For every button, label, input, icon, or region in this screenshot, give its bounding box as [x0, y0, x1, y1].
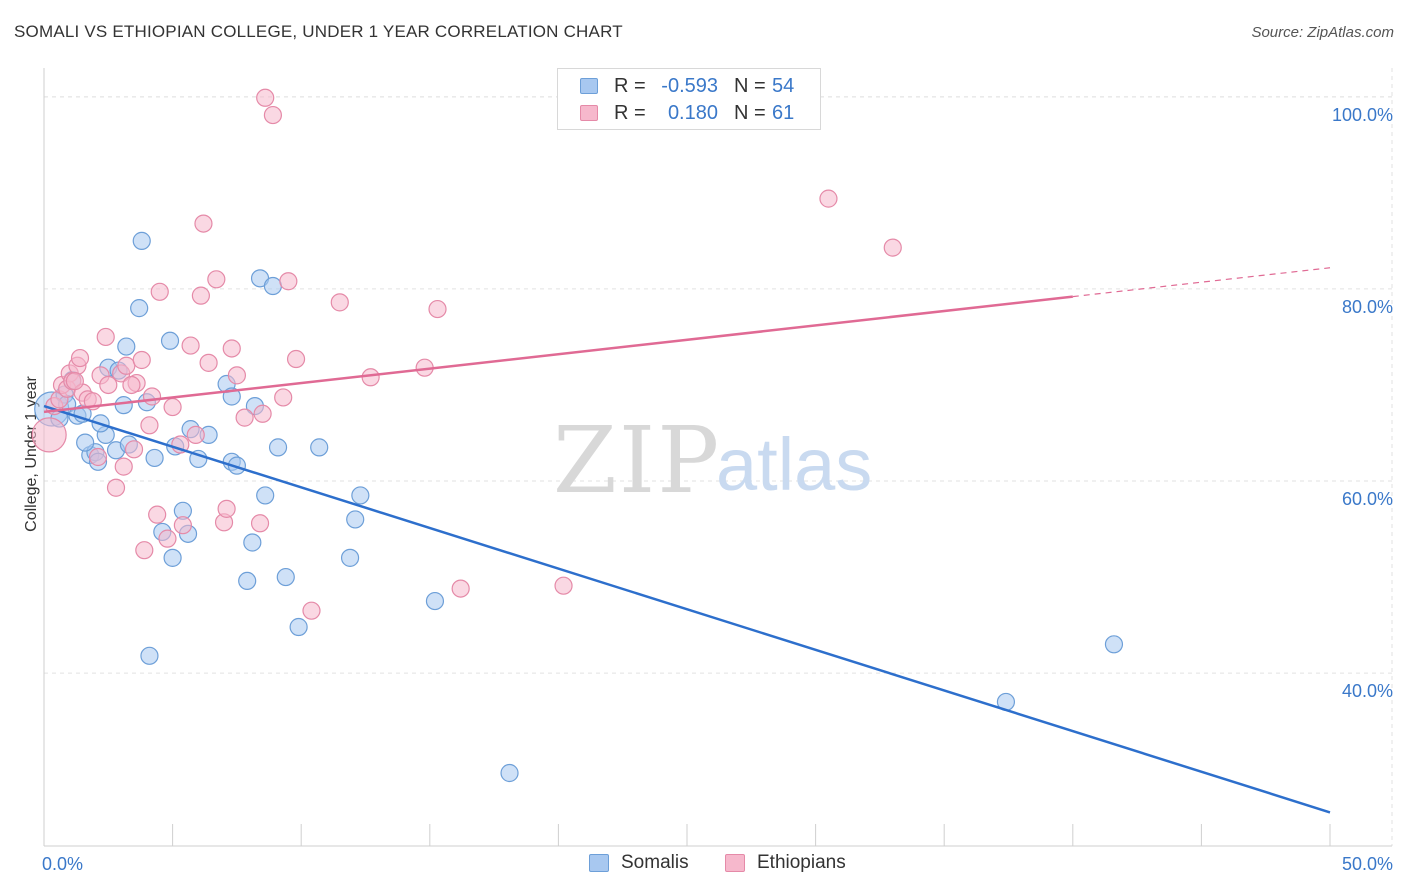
chart-title: SOMALI VS ETHIOPIAN COLLEGE, UNDER 1 YEA… — [14, 22, 623, 41]
ethiopians-trend-line — [43, 295, 1073, 414]
ethiopians-point — [302, 601, 321, 620]
y-tick-label: 40.0% — [1342, 681, 1393, 701]
ethiopians-point — [222, 339, 241, 358]
ethiopians-point — [554, 576, 573, 595]
somalis-point — [263, 276, 283, 296]
ethiopians-point — [158, 529, 177, 548]
watermark-zip: ZIP — [553, 407, 721, 514]
watermark-atlas: atlas — [716, 423, 872, 506]
ethiopians-point — [70, 348, 90, 368]
ethiopians-point — [217, 499, 236, 518]
somalis-point — [1104, 635, 1124, 654]
somalis-swatch — [580, 78, 598, 94]
ethiopians-point — [181, 336, 200, 355]
somalis-trend-line — [43, 404, 1331, 814]
ethiopians-point — [140, 416, 159, 435]
ethiopians-point — [286, 349, 306, 369]
ethiopians-point — [173, 516, 192, 535]
ethiopians-point — [106, 478, 126, 497]
ethiopians-point — [256, 88, 275, 107]
ethiopians-point — [122, 375, 141, 395]
somalis-point — [238, 571, 257, 591]
r-label: R = — [614, 75, 646, 97]
n-label: N = — [734, 102, 766, 124]
x-tick-label: 0.0% — [42, 854, 83, 874]
r-value: 0.180 — [667, 102, 718, 124]
ethiopians-point — [96, 327, 115, 347]
somalis-point — [310, 438, 329, 457]
ethiopians-point — [99, 375, 118, 395]
ethiopians-point — [31, 417, 67, 453]
ethiopians-point — [819, 189, 838, 208]
r-label: R = — [614, 102, 646, 124]
somalis-point — [276, 567, 295, 587]
x-tick-label: 50.0% — [1342, 854, 1393, 874]
ethiopians-point — [199, 353, 218, 372]
somalis-point — [243, 533, 262, 552]
y-tick-label: 100.0% — [1332, 105, 1393, 125]
legend-label: Somalis — [621, 852, 689, 873]
y-tick-label: 80.0% — [1342, 297, 1393, 317]
somalis-point — [425, 591, 445, 611]
ethiopians-point — [117, 356, 136, 375]
ethiopians-point — [65, 372, 84, 391]
somalis-point — [145, 448, 164, 468]
somalis-point — [130, 299, 149, 318]
ethiopians-point — [279, 272, 298, 291]
ethiopians-point — [194, 214, 213, 233]
ethiopians-point — [250, 514, 270, 533]
somalis-point — [500, 763, 519, 783]
ethiopians-point — [191, 286, 210, 305]
ethiopians-point — [428, 299, 447, 319]
ethiopians-point — [253, 404, 272, 423]
ethiopians-point — [330, 293, 349, 312]
somalis-point — [340, 548, 360, 567]
somalis-point — [256, 486, 275, 505]
ethiopians-point — [163, 397, 182, 417]
somalis-point — [289, 617, 308, 637]
ethiopians-point — [883, 238, 902, 257]
legend-label: Ethiopians — [757, 852, 846, 873]
somalis-point — [351, 486, 370, 505]
somalis-point — [160, 331, 180, 350]
r-value: -0.593 — [661, 75, 718, 97]
ethiopians-trend-line-extension — [1072, 267, 1331, 298]
ethiopians-point — [451, 579, 470, 598]
ethiopians-point — [135, 541, 154, 560]
ethiopians-point — [227, 366, 246, 385]
n-value: 54 — [772, 75, 795, 97]
stats-legend: R = -0.593 N = 54 R = 0.180 N = 61 — [557, 68, 821, 130]
stats-legend-row-somalis: R = -0.593 N = 54 — [558, 73, 820, 99]
ethiopians-legend-swatch — [725, 854, 745, 872]
somalis-point — [132, 231, 151, 250]
ethiopians-point — [235, 408, 254, 427]
ethiopians-point — [150, 282, 169, 301]
ethiopians-point — [263, 105, 283, 125]
somalis-point — [76, 433, 95, 452]
ethiopians-point — [148, 505, 167, 524]
ethiopians-point — [186, 425, 205, 445]
ethiopians-point — [124, 440, 144, 459]
y-tick-label: 60.0% — [1342, 489, 1393, 509]
ethiopians-point — [274, 388, 293, 407]
ethiopians-point — [361, 368, 380, 387]
somalis-point — [346, 510, 365, 529]
somalis-point — [140, 646, 159, 665]
ethiopians-point — [132, 350, 151, 370]
ethiopians-point — [114, 457, 133, 476]
n-label: N = — [734, 75, 766, 97]
ethiopians-point — [88, 447, 108, 467]
somalis-point — [114, 396, 133, 415]
somalis-point — [268, 438, 288, 457]
n-value: 61 — [772, 102, 795, 124]
somalis-legend-swatch — [589, 854, 609, 872]
ethiopians-swatch — [580, 105, 598, 121]
ethiopians-point — [207, 270, 226, 289]
ethiopians-point — [142, 387, 162, 406]
somalis-point — [163, 548, 182, 567]
source-label: Source: ZipAtlas.com — [1251, 24, 1394, 41]
somalis-point — [117, 337, 136, 356]
stats-legend-row-ethiopians: R = 0.180 N = 61 — [558, 100, 820, 126]
